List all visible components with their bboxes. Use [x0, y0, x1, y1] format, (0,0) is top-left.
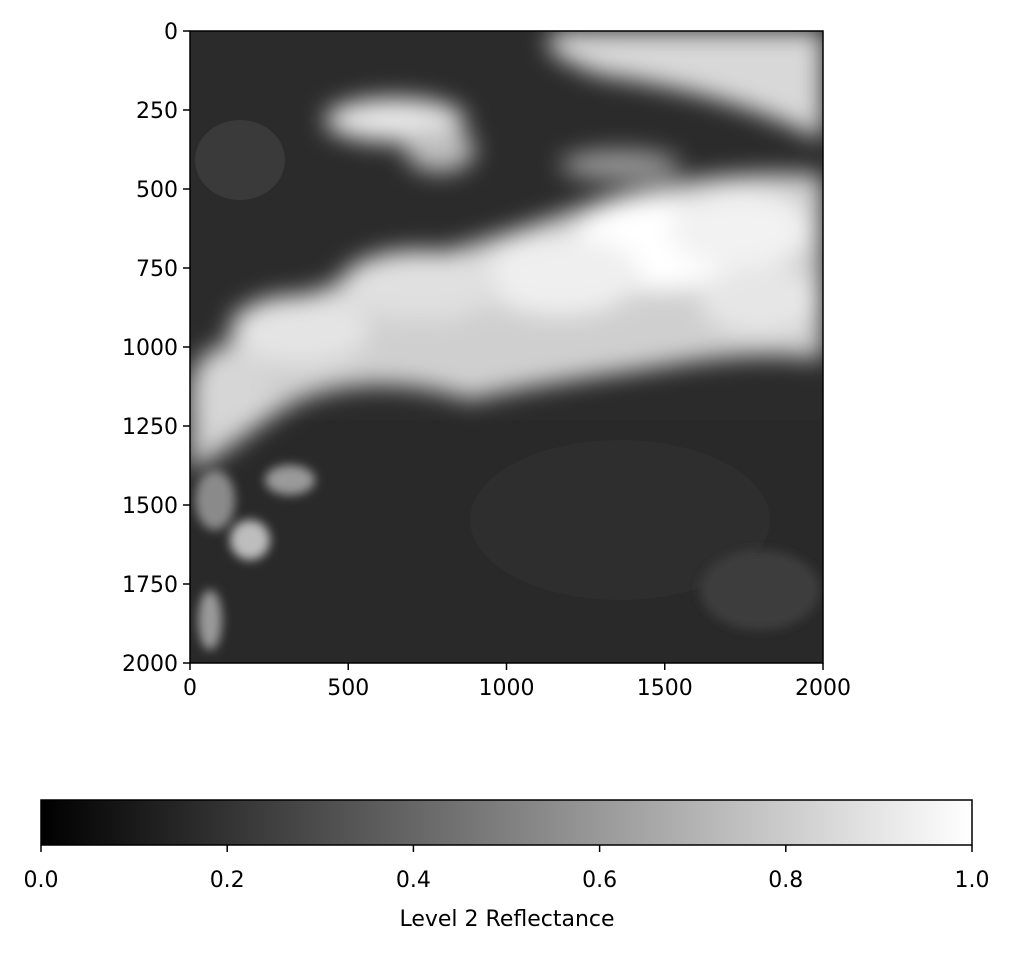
x-tick-label: 1000 [479, 676, 535, 701]
y-tick-label: 1250 [122, 415, 178, 440]
x-tick-label: 1500 [637, 676, 693, 701]
y-tick-label: 1500 [122, 494, 178, 519]
colorbar: 0.0 0.2 0.4 0.6 0.8 1.0 Level 2 Reflectance [24, 799, 990, 932]
x-axis: 0 500 1000 1500 2000 [183, 663, 851, 701]
colorbar-tick-label: 0.0 [24, 868, 59, 893]
y-tick-label: 250 [136, 99, 178, 124]
y-tick-label: 500 [136, 178, 178, 203]
x-tick-label: 2000 [795, 676, 851, 701]
y-axis: 0 250 500 750 1000 1250 1500 1750 2000 [122, 20, 190, 677]
reflectance-image [190, 31, 823, 663]
colorbar-tick-label: 0.6 [582, 868, 617, 893]
y-tick-label: 2000 [122, 652, 178, 677]
colorbar-label: Level 2 Reflectance [399, 907, 614, 932]
colorbar-gradient [40, 799, 973, 846]
colorbar-tick-label: 0.8 [768, 868, 803, 893]
colorbar-tick-label: 0.4 [396, 868, 431, 893]
y-tick-label: 1000 [122, 336, 178, 361]
x-tick-label: 0 [183, 676, 197, 701]
y-tick-label: 1750 [122, 573, 178, 598]
colorbar-tick-label: 1.0 [955, 868, 990, 893]
x-tick-label: 500 [327, 676, 369, 701]
y-tick-label: 750 [136, 257, 178, 282]
y-tick-label: 0 [164, 20, 178, 45]
colorbar-ticks: 0.0 0.2 0.4 0.6 0.8 1.0 [24, 845, 990, 893]
colorbar-tick-label: 0.2 [210, 868, 245, 893]
